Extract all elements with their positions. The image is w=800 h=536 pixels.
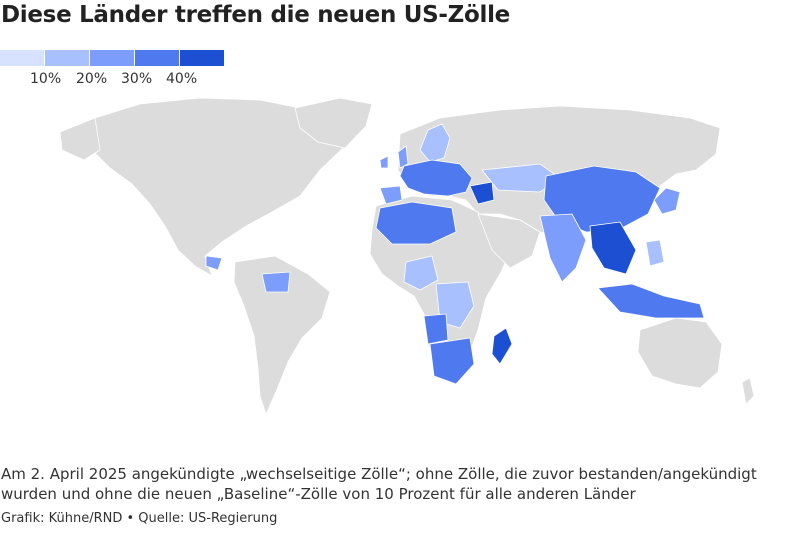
legend-swatch-30 [135,50,179,66]
legend-label-20: 20% [76,71,108,87]
legend-swatch-40 [180,50,224,66]
region-southern-africa [429,337,475,385]
land-australia [637,317,723,389]
land-north-america [83,97,361,277]
region-syria-iraq [469,181,495,205]
legend-label-40: 40% [166,71,198,87]
legend-label-10: 10% [30,71,62,87]
legend-swatch-20 [90,50,134,66]
chart-source: Grafik: Kühne/RND • Quelle: US-Regierung [1,511,278,526]
region-ireland [379,155,389,169]
chart-caption: Am 2. April 2025 angekündigte „wechselse… [1,465,757,503]
region-iberia [379,185,403,205]
region-philippines [645,239,665,267]
land-arabia [477,213,541,269]
region-angola [423,313,449,345]
land-south-america [233,255,331,415]
land-greenland [294,97,373,149]
region-japan-korea [653,187,681,215]
region-britain [397,145,409,169]
legend-label-30: 30% [121,71,153,87]
region-west-africa [403,255,439,291]
region-south-asia [539,213,587,283]
region-europe [399,159,473,197]
world-map [59,97,755,415]
chart-title: Diese Länder treffen die neuen US-Zölle [1,2,510,28]
region-southeast-asia [589,221,637,275]
color-legend: 10% 20% 30% 40% [0,50,240,90]
legend-scale-bar [0,50,225,66]
land-alaska [59,117,101,161]
region-north-africa [375,201,457,245]
land-new-zealand [741,377,755,405]
region-central-america [205,255,223,271]
region-madagascar [491,327,513,365]
legend-swatch-10 [45,50,89,66]
legend-swatch-0 [0,50,44,66]
region-indonesia [597,283,705,319]
region-guianas [261,271,291,293]
